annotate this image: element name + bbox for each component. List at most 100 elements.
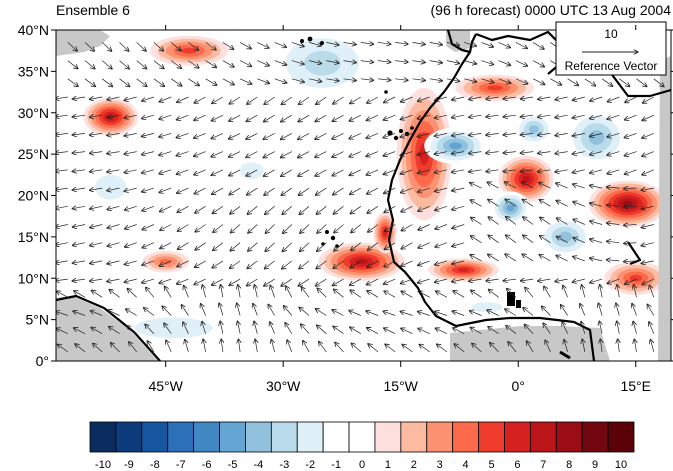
wind-vector-arrow <box>72 225 86 228</box>
wind-vector-arrow <box>624 151 637 156</box>
wind-vector-arrow <box>315 133 327 139</box>
wind-vector-arrow <box>84 42 95 51</box>
wind-vector-arrow <box>333 326 344 334</box>
colorbar-swatch <box>167 421 195 453</box>
wind-vector-arrow <box>400 187 413 193</box>
wind-vector-arrow <box>89 97 103 99</box>
wind-vector-arrow <box>446 42 460 45</box>
wind-vector-arrow <box>107 133 120 135</box>
wind-vector-arrow <box>177 260 189 267</box>
wind-vector-arrow <box>263 133 275 139</box>
wind-vector-arrow <box>177 205 189 212</box>
colorbar-swatch <box>607 421 635 453</box>
wind-vector-arrow <box>246 187 258 195</box>
wind-vector-arrow <box>383 311 396 316</box>
wind-vector-arrow <box>417 311 430 316</box>
wind-vector-arrow <box>301 287 310 298</box>
wind-vector-arrow <box>573 238 585 244</box>
wind-vector-arrow <box>525 287 534 298</box>
anomaly-patch <box>267 30 378 101</box>
lat-tick-label: 10°N <box>18 270 49 286</box>
wind-vector-arrow <box>633 321 637 334</box>
colorbar-label: 2 <box>411 459 417 471</box>
wind-vector-arrow <box>142 187 155 192</box>
wind-vector-arrow <box>75 344 86 353</box>
wind-vector-arrow <box>619 78 630 87</box>
wind-vector-arrow <box>481 60 493 65</box>
wind-vector-arrow <box>520 152 534 154</box>
wind-vector-arrow <box>367 187 379 194</box>
wind-vector-arrow <box>136 78 147 87</box>
wind-vectors <box>56 42 664 353</box>
lon-tick-label: 0° <box>512 378 525 394</box>
wind-vector-arrow <box>505 199 517 207</box>
wind-vector-arrow <box>590 203 603 207</box>
wind-vector-arrow <box>159 205 172 211</box>
wind-vector-arrow <box>164 323 172 334</box>
wind-vector-arrow <box>435 224 448 230</box>
wind-vector-arrow <box>395 42 408 44</box>
wind-vector-arrow <box>384 242 396 250</box>
wind-vector-arrow <box>72 261 86 263</box>
land-masks <box>56 30 671 361</box>
wind-vector-arrow <box>326 42 339 45</box>
wind-vector-arrow <box>194 151 206 157</box>
wind-vector-arrow <box>119 42 129 51</box>
lat-tick-label: 15°N <box>18 229 49 245</box>
masked-land-gulf-of-guinea <box>450 326 610 361</box>
wind-vector-arrow <box>624 133 637 137</box>
wind-vector-arrow <box>177 187 189 193</box>
wind-vector-arrow <box>350 290 361 298</box>
wind-vector-arrow <box>283 306 293 316</box>
wind-vector-arrow <box>72 152 86 154</box>
wind-vector-arrow <box>271 339 275 352</box>
wind-vector-arrow <box>107 205 120 209</box>
wind-vector-arrow <box>418 224 430 231</box>
wind-vector-arrow <box>299 307 310 316</box>
wind-vector-arrow <box>503 279 516 281</box>
wind-vector-arrow <box>454 344 465 353</box>
wind-vector-arrow <box>555 279 568 282</box>
wind-vector-arrow <box>211 169 224 176</box>
wind-vector-arrow <box>141 133 154 136</box>
wind-vector-arrow <box>124 242 137 247</box>
wind-vector-arrow <box>265 206 275 214</box>
wind-vector-arrow <box>142 242 155 248</box>
wind-vector-arrow <box>159 260 172 266</box>
wind-vector-arrow <box>142 205 155 211</box>
lat-tick-label: 0° <box>36 353 49 369</box>
wind-vector-arrow <box>606 205 620 206</box>
wind-vector-arrow <box>532 42 544 49</box>
wind-vector-arrow <box>195 224 206 233</box>
wind-vector-arrow <box>582 339 585 352</box>
wind-vector-arrow <box>469 170 482 172</box>
colorbar-label: 4 <box>463 459 469 471</box>
wind-vector-arrow <box>142 260 155 265</box>
wind-vector-arrow <box>300 242 310 252</box>
wind-vector-arrow <box>384 291 396 298</box>
wind-vector-arrow <box>265 242 275 252</box>
wind-vector-arrow <box>254 285 257 298</box>
wind-vector-arrow <box>429 61 443 63</box>
wind-vector-arrow <box>384 260 396 267</box>
wind-vector-arrow <box>247 206 258 214</box>
coast-south-america <box>56 294 161 361</box>
wind-vector-arrow <box>522 254 534 262</box>
wind-vector-arrow <box>72 115 86 117</box>
wind-vector-arrow <box>642 151 654 157</box>
wind-vector-arrow <box>110 343 120 353</box>
masked-land-northwest <box>56 30 110 56</box>
wind-vector-arrow <box>194 187 206 194</box>
wind-vector-arrow <box>540 236 551 243</box>
wind-vector-arrow <box>488 289 499 298</box>
wind-vector-arrow <box>228 151 241 158</box>
wind-vector-arrow <box>274 78 287 83</box>
wind-vector-arrow <box>107 224 120 229</box>
wind-vector-arrow <box>607 96 620 102</box>
wind-vector-arrow <box>350 260 361 268</box>
wind-vector-arrow <box>84 60 95 69</box>
wind-vector-arrow <box>230 224 241 233</box>
wind-vector-arrow <box>417 133 430 136</box>
wind-vector-arrow <box>136 60 147 69</box>
wind-vector-arrow <box>523 217 534 225</box>
